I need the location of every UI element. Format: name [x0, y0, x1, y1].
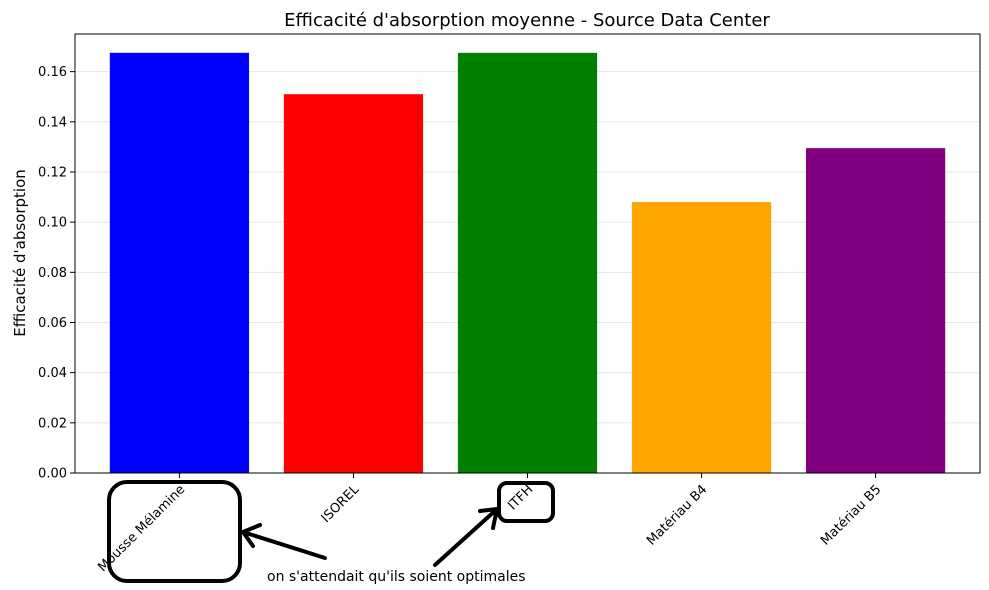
y-tick-label: 0.10: [38, 216, 67, 231]
highlight-box-mousse-melamine: [107, 480, 242, 583]
x-tick-label: ITFH: [505, 482, 536, 513]
bar-mousse-melamine: [109, 52, 250, 474]
chart-title: Efficacité d'absorption moyenne - Source…: [284, 10, 770, 31]
y-tick-label: 0.12: [38, 165, 67, 180]
bar-itfh: [457, 52, 598, 474]
x-tick-label: Matériau B4: [644, 482, 710, 548]
x-axis-ticks: Mousse Mélamine ISOREL ITFH Matériau B4 Maté…: [95, 473, 884, 575]
x-tick-label: Matériau B5: [818, 482, 884, 548]
y-tick-label: 0.14: [38, 115, 67, 130]
bar-isorel: [283, 94, 424, 473]
y-axis-ticks: 0.00 0.02 0.04 0.06 0.08 0.10 0.12 0.14 0.16: [38, 65, 75, 482]
annotation-note: on s'attendait qu'ils soient optimales: [267, 569, 526, 585]
y-tick-label: 0.00: [38, 467, 67, 482]
y-tick-label: 0.08: [38, 266, 67, 281]
y-tick-label: 0.16: [38, 65, 67, 80]
y-tick-label: 0.02: [38, 416, 67, 431]
bars: [109, 52, 946, 474]
y-axis-label: Efficacité d'absorption: [11, 169, 29, 336]
y-tick-label: 0.04: [38, 366, 67, 381]
y-tick-label: 0.06: [38, 316, 67, 331]
bar-materiau-b5: [805, 148, 946, 473]
annotation: [107, 480, 555, 583]
highlight-box-itfh: [497, 481, 555, 523]
bar-materiau-b4: [631, 202, 772, 473]
x-tick-label: ISOREL: [319, 482, 363, 526]
arrow-left: [241, 523, 327, 560]
arrow-right: [433, 507, 499, 567]
